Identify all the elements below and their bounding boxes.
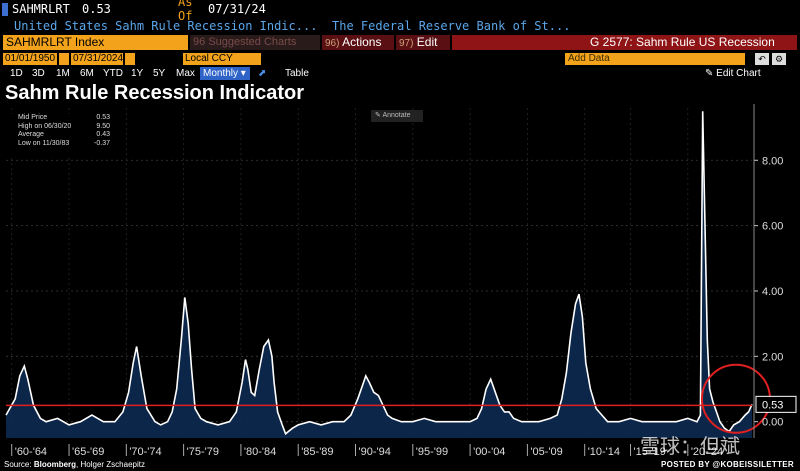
chart-legend: Mid Price 0.53 High on 06/30/20 9.50 Avera… [8, 114, 110, 156]
legend-label: Average [18, 131, 44, 138]
y-tick-label: 2.00 [762, 351, 783, 363]
security-description: United States Sahm Rule Recession Indic.… [0, 18, 800, 34]
start-date-picker-icon[interactable] [59, 53, 69, 65]
description-text: United States Sahm Rule Recession Indic.… [14, 19, 318, 33]
source-description: The Federal Reserve Bank of St... [332, 19, 571, 33]
x-tick-label: '60-'64 [15, 446, 47, 458]
edit-label: Edit [416, 35, 438, 49]
source-credit: Source: Bloomberg, Holger Zschaepitz [4, 460, 145, 469]
legend-row-mid: Mid Price 0.53 [8, 114, 110, 123]
last-value-box [755, 395, 797, 413]
period-selector: 1D 3D 1M 6M YTD 1Y 5Y Max Monthly ▾ ⬈ Ta… [0, 67, 800, 80]
x-tick-label: '90-'94 [359, 446, 391, 458]
command-toolbar: SAHMRLRT Index 96 Suggested Charts 96) A… [0, 34, 800, 51]
x-tick-label: '85-'89 [301, 446, 333, 458]
edit-chart-label: Edit Chart [716, 68, 761, 79]
x-tick-label: '00-'04 [473, 446, 505, 458]
chart-type-icon[interactable]: ⬈ [258, 68, 267, 79]
actions-label: Actions [342, 35, 382, 49]
legend-row-low: Low on 11/30/83 -0.37 [8, 140, 110, 149]
function-title: G 2577: Sahm Rule US Recession [590, 35, 775, 49]
as-of-date: 07/31/24 [208, 2, 266, 16]
date-range-bar: 01/01/1950 07/31/2024 Local CCY Add Data… [0, 52, 800, 66]
ticker-color-box [2, 2, 8, 16]
actions-num: 96) [325, 38, 340, 49]
start-date-input[interactable]: 01/01/1950 [3, 53, 57, 65]
security-header: SAHMRLRT 0.53 As Of 07/31/24 [0, 0, 800, 23]
legend-value: 0.43 [96, 131, 110, 138]
legend-value: -0.37 [94, 139, 110, 147]
suggested-num: 96 [193, 36, 206, 48]
function-title-bar [452, 35, 797, 50]
currency-select[interactable]: Local CCY [183, 53, 261, 65]
legend-label: Mid Price [18, 114, 48, 121]
end-date-picker-icon[interactable] [125, 53, 135, 65]
frequency-dropdown[interactable]: Monthly ▾ [200, 67, 250, 80]
actions-menu[interactable]: 96) Actions [322, 35, 394, 50]
frequency-label: Monthly [203, 68, 239, 79]
x-tick-label: '95-'99 [416, 446, 448, 458]
table-button[interactable]: Table [285, 68, 309, 79]
undo-icon[interactable]: ↶ [755, 53, 769, 65]
x-tick-label: '70-'74 [129, 446, 161, 458]
footer: Source: Bloomberg, Holger Zschaepitz POS… [0, 458, 800, 471]
watermark: 雪球：但斌 [640, 434, 740, 458]
source-author: , Holger Zschaepitz [76, 460, 145, 469]
source-name: Bloomberg [33, 460, 77, 469]
legend-value: 0.53 [96, 114, 110, 121]
chart-title: Sahm Rule Recession Indicator [5, 82, 304, 104]
x-tick-label: '15-'19 [634, 446, 666, 458]
x-tick-label: '20-'24 [691, 446, 723, 458]
y-tick-label: 0.00 [762, 417, 783, 429]
edit-chart-button[interactable]: ✎ Edit Chart [705, 68, 761, 79]
end-date-input[interactable]: 07/31/2024 [71, 53, 124, 65]
y-tick-label: 8.00 [762, 155, 783, 167]
period-3d[interactable]: 3D [32, 68, 45, 79]
period-1d[interactable]: 1D [10, 68, 23, 79]
y-tick-label: 6.00 [762, 221, 783, 233]
period-1m[interactable]: 1M [56, 68, 70, 79]
security-field[interactable]: SAHMRLRT Index [3, 35, 188, 50]
x-tick-label: '75-'79 [187, 446, 219, 458]
edit-num: 97) [399, 38, 414, 49]
x-tick-label: '65-'69 [72, 446, 104, 458]
last-value: 0.53 [82, 2, 111, 16]
x-tick-label: '05-'09 [530, 446, 562, 458]
suggested-charts-button[interactable]: 96 Suggested Charts [190, 35, 320, 50]
period-ytd[interactable]: YTD [103, 68, 123, 79]
series-line [5, 111, 753, 436]
suggested-label: Suggested Charts [208, 36, 297, 48]
legend-label: Low on 11/30/83 [18, 139, 70, 147]
legend-row-high: High on 06/30/20 9.50 [8, 123, 110, 132]
legend-row-average: Average 0.43 [8, 131, 110, 140]
x-tick-label: '10-'14 [588, 446, 620, 458]
period-max[interactable]: Max [176, 68, 195, 79]
add-data-input[interactable]: Add Data [565, 53, 745, 65]
last-value-label: 0.53 [762, 399, 783, 411]
period-6m[interactable]: 6M [80, 68, 94, 79]
posted-by: POSTED BY @KOBEISSILETTER [661, 460, 794, 469]
period-5y[interactable]: 5Y [153, 68, 166, 79]
edit-menu[interactable]: 97) Edit [396, 35, 450, 50]
annotate-label: Annotate [382, 112, 411, 119]
legend-value: 9.50 [96, 122, 110, 130]
ticker-label: SAHMRLRT [12, 2, 70, 16]
annotate-button[interactable]: ✎ Annotate [371, 110, 423, 122]
source-label: Source: [4, 460, 32, 469]
x-tick-label: '80-'84 [244, 446, 276, 458]
settings-icon[interactable]: ⚙ [772, 53, 786, 65]
y-tick-label: 4.00 [762, 286, 783, 298]
as-of-label: As Of [178, 0, 193, 23]
legend-label: High on 06/30/20 [18, 122, 72, 130]
period-1y[interactable]: 1Y [131, 68, 144, 79]
